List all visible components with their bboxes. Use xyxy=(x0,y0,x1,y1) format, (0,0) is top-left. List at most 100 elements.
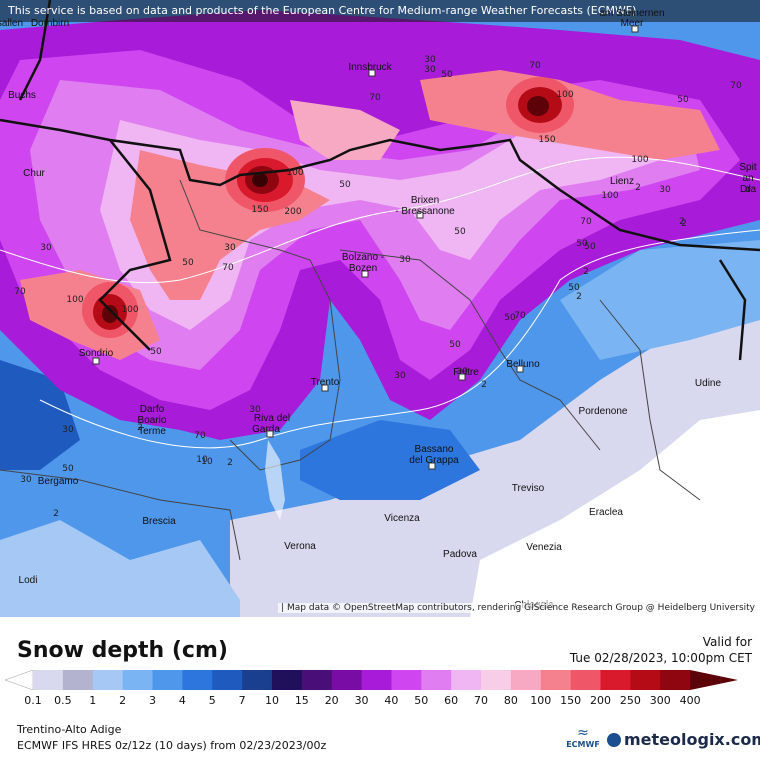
valid-label: Valid for xyxy=(702,635,752,649)
scale-tick-label: 50 xyxy=(414,694,429,707)
border-italy-austria xyxy=(0,118,760,252)
scale-swatch xyxy=(122,670,153,690)
contour-value-label: 50 xyxy=(449,340,461,350)
map-canvas xyxy=(0,0,760,617)
city-label: Bassano xyxy=(414,444,454,455)
contour-value-label: 100 xyxy=(556,90,574,100)
city-label: Verona xyxy=(284,541,316,552)
color-scale-bar xyxy=(5,670,738,690)
contour-value-label: 2 xyxy=(635,183,641,193)
city-label: Belluno xyxy=(506,359,540,370)
scale-tick-label: 10 xyxy=(264,694,279,707)
city-label: Dornbirn xyxy=(30,18,70,29)
city-label: Lodi xyxy=(18,575,38,586)
contour-value-label: 2 xyxy=(679,217,685,227)
city-marker xyxy=(631,25,639,33)
city-label: Innsbruck xyxy=(348,62,392,73)
scale-tick-label: 7 xyxy=(238,694,246,707)
scale-swatch xyxy=(540,670,572,690)
lake-garda xyxy=(265,440,285,520)
contour-value-label: 50 xyxy=(62,464,74,474)
contour-value-label: 70 xyxy=(529,61,541,71)
peak-sw-core xyxy=(102,305,118,323)
border-italy-slovenia xyxy=(718,259,747,361)
city-label: Padova xyxy=(443,549,477,560)
scale-tick-label: 2 xyxy=(119,694,127,707)
map-title: Snow depth (cm) xyxy=(17,638,228,663)
scale-tick-label: 0.5 xyxy=(54,694,72,707)
map-attribution[interactable]: | Map data © OpenStreetMap contributors,… xyxy=(278,603,758,613)
scale-tick-label: 3 xyxy=(148,694,156,707)
contour-value-label: 70 xyxy=(580,217,592,227)
city-label: Brescia xyxy=(142,516,176,527)
city-marker xyxy=(516,365,524,373)
valley-blue-area xyxy=(300,420,480,500)
scale-swatch xyxy=(481,670,512,690)
contour-value-label: 10 xyxy=(201,457,213,467)
meteologix-icon xyxy=(607,732,621,747)
contour-value-label: 70 xyxy=(194,431,206,441)
scale-arrow-low xyxy=(5,670,34,690)
scale-swatch xyxy=(630,670,661,690)
scale-swatch xyxy=(331,670,363,690)
scale-tick-label: 5 xyxy=(208,694,216,707)
scale-swatch xyxy=(451,670,482,690)
contour-value-label: 30 xyxy=(659,185,671,195)
city-label: Trento xyxy=(310,377,340,388)
sea-area xyxy=(540,490,760,617)
contour-value-label: 30 xyxy=(40,243,52,253)
city-label: Udine xyxy=(694,378,722,389)
model-run-info: ECMWF IFS HRES 0z/12z (10 days) from 02/… xyxy=(17,739,327,752)
scale-tick-label: 60 xyxy=(444,694,459,707)
city-marker xyxy=(368,69,376,77)
ecmwf-logo: ≈ ECMWF xyxy=(563,726,603,756)
contour-value-label: 30 xyxy=(20,475,32,485)
city-label: Lienz xyxy=(610,176,634,187)
scale-tick-label: 30 xyxy=(354,694,369,707)
scale-swatch xyxy=(570,670,602,690)
city-marker xyxy=(266,430,274,438)
city-label: Meer xyxy=(620,18,644,29)
scale-swatch xyxy=(301,670,333,690)
east-blue-area xyxy=(560,240,760,360)
peak-core xyxy=(252,173,268,187)
lowland-blue-area xyxy=(0,520,240,617)
contour-value-label: 70 xyxy=(514,311,526,321)
scale-swatch xyxy=(242,670,273,690)
meteologix-logo[interactable]: meteologix.com xyxy=(607,730,760,749)
city-label: Darfo xyxy=(139,404,165,415)
city-label: Riva del xyxy=(253,413,291,424)
scale-tick-label: 20 xyxy=(324,694,339,707)
contour-line-1 xyxy=(39,229,760,449)
contour-value-label: 50 xyxy=(182,258,194,268)
scale-tick-label: 250 xyxy=(619,694,641,707)
contour-value-label: 30 xyxy=(394,371,406,381)
snow-depth-map[interactable]: This service is based on data and produc… xyxy=(0,0,760,617)
contour-value-label: 30 xyxy=(456,367,468,377)
city-label: Bolzano - xyxy=(341,252,385,263)
scale-tick-label: 400 xyxy=(679,694,701,707)
contour-value-label: 50 xyxy=(504,313,516,323)
contour-value-label: 70 xyxy=(730,81,742,91)
contour-value-label: 30 xyxy=(424,65,436,75)
city-label: Eraclea xyxy=(589,507,623,518)
city-label: Feltre xyxy=(453,367,479,378)
city-marker xyxy=(321,384,329,392)
scale-tick-label: 4 xyxy=(178,694,186,707)
scale-tick-label: 0.1 xyxy=(24,694,42,707)
scale-swatch xyxy=(421,670,452,690)
region-border-3 xyxy=(599,299,701,501)
contour-value-label: 70 xyxy=(14,287,26,297)
city-label: Spit xyxy=(739,162,757,173)
city-label: Buchs xyxy=(8,90,36,101)
contour-value-label: 150 xyxy=(538,135,556,145)
scale-swatch xyxy=(510,670,542,690)
contour-value-label: 2 xyxy=(137,423,143,433)
region-border-4 xyxy=(0,469,241,561)
contour-value-label: 100 xyxy=(286,168,304,178)
contour-line-2 xyxy=(0,156,760,284)
city-marker xyxy=(92,357,100,365)
city-label: Dra xyxy=(739,184,757,195)
scale-swatch xyxy=(182,670,213,690)
contour-value-label: 30 xyxy=(249,405,261,415)
